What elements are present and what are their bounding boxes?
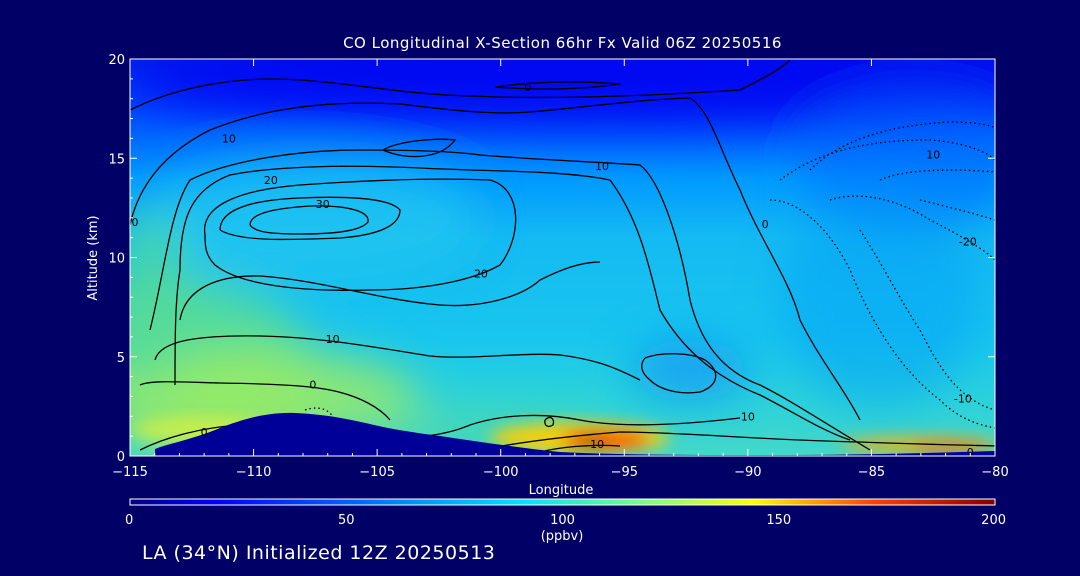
x-tick-label: −95	[611, 465, 638, 480]
contour-label: 10	[926, 148, 940, 161]
contour-line	[130, 97, 861, 421]
contour-label: 10	[326, 333, 340, 346]
contour-line	[179, 261, 601, 321]
contour-line	[249, 205, 369, 235]
colorbar-tick-label: 150	[766, 513, 791, 528]
x-tick-label: −100	[483, 465, 519, 480]
x-axis-label: Longitude	[529, 483, 594, 498]
colorbar-label: (ppbv)	[541, 529, 584, 544]
colorbar-tick-label: 50	[338, 513, 355, 528]
chart-title: CO Longitudinal X-Section 66hr Fx Valid …	[343, 34, 782, 52]
contour-label: 0	[967, 446, 974, 459]
contour-line	[494, 81, 621, 90]
contour-label: 20	[264, 174, 278, 187]
contour-line	[544, 416, 555, 427]
y-tick-label: 20	[108, 53, 125, 68]
colorbar-ticks: 0 50 100 150 200	[125, 513, 1006, 528]
colorbar	[129, 498, 996, 506]
contour-line	[204, 178, 517, 291]
contour-line	[219, 196, 401, 241]
contour-line	[174, 165, 851, 441]
y-tick-label: 15	[108, 152, 125, 167]
x-axis: −115 −110 −105 −100 −95 −90 −85 −80	[112, 59, 1009, 480]
x-tick-label: −105	[359, 465, 395, 480]
contour-line	[479, 431, 995, 451]
contour-lines	[130, 59, 995, 453]
contour-label: 10	[222, 132, 236, 145]
contour-label: 0	[762, 218, 769, 231]
colorbar-tick-label: 200	[981, 513, 1006, 528]
contour-label: 10	[595, 160, 609, 173]
contour-label: 0	[524, 81, 531, 94]
contour-label: 0	[201, 426, 208, 439]
x-tick-label: −80	[981, 465, 1008, 480]
contour-label: 20	[474, 267, 488, 280]
contour-label: 10	[741, 410, 755, 423]
y-tick-label: 10	[108, 252, 125, 267]
contour-label: 0	[131, 216, 138, 229]
terrain	[155, 412, 995, 456]
contour-line	[779, 139, 995, 181]
contour-label: 30	[316, 198, 330, 211]
contour-line	[154, 335, 641, 381]
contour-label: -20	[959, 236, 977, 249]
contour-line	[130, 59, 791, 111]
colorbar-tick-label: 100	[550, 513, 575, 528]
contour-line	[809, 121, 995, 171]
initialization-footer: LA (34°N) Initialized 12Z 20250513	[142, 542, 496, 564]
y-axis: 0 5 10 15 20	[108, 53, 995, 465]
colorbar-tick-label: 0	[125, 513, 133, 528]
y-axis-label: Altitude (km)	[86, 215, 101, 300]
heatmap-field	[130, 59, 995, 456]
contour-labels: 0 10 10 10 20 30 0 0 -20 20 10 0 -10 10 0 10 0	[131, 81, 976, 459]
contour-label: 10	[590, 438, 604, 451]
x-tick-label: −110	[236, 465, 272, 480]
contour-line	[919, 199, 995, 221]
x-tick-label: −85	[858, 465, 885, 480]
x-tick-label: −115	[112, 465, 148, 480]
contour-line	[382, 138, 457, 158]
y-tick-label: 5	[117, 351, 125, 366]
contour-line	[149, 149, 871, 451]
y-tick-label: 0	[117, 450, 125, 465]
contour-label: 0	[309, 379, 316, 392]
contour-line	[769, 199, 995, 429]
x-tick-label: −90	[734, 465, 761, 480]
contour-label: -10	[954, 392, 972, 405]
contour-line	[641, 353, 717, 394]
contour-line	[829, 195, 995, 261]
contour-line	[139, 381, 391, 421]
